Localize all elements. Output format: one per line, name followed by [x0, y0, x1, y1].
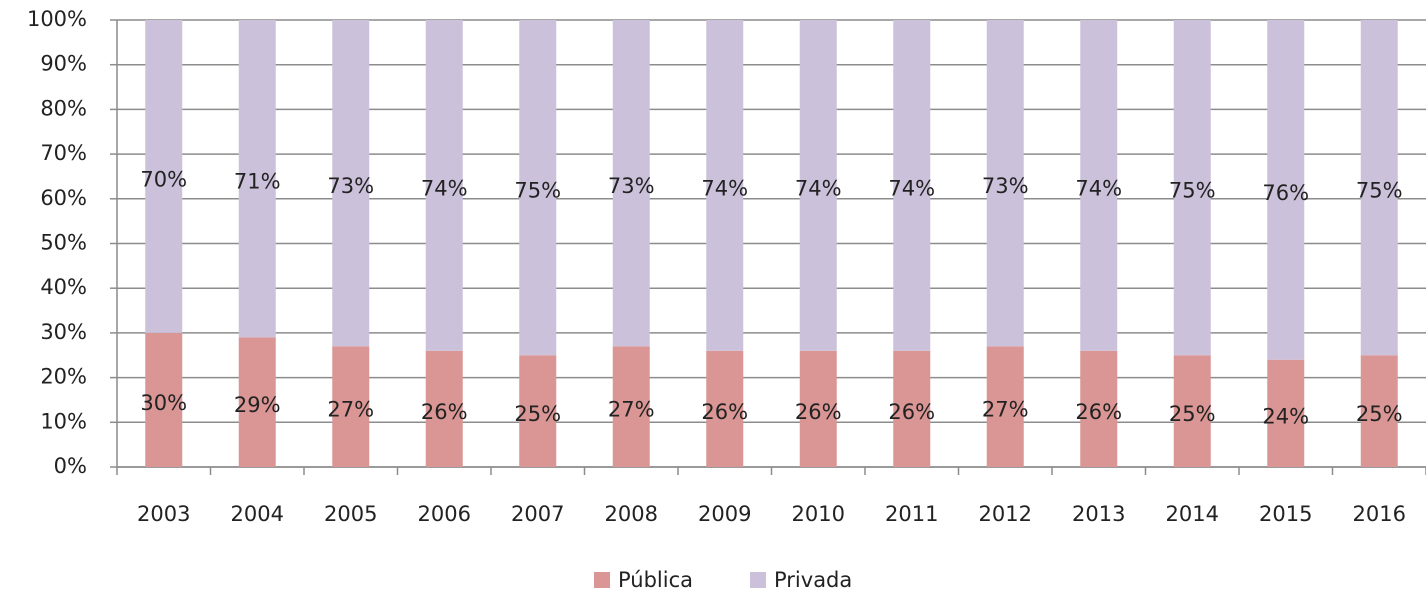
- data-label: 74%: [795, 176, 842, 200]
- bar-segment: [145, 332, 183, 467]
- data-label: 70%: [140, 167, 187, 191]
- y-tick-label: 80%: [40, 96, 87, 120]
- legend-label: Pública: [618, 568, 693, 592]
- bar-segment: [519, 20, 557, 356]
- data-label: 25%: [1356, 402, 1403, 426]
- data-label: 26%: [888, 400, 935, 424]
- x-tick-label: 2016: [1353, 502, 1406, 526]
- y-tick-label: 30%: [40, 320, 87, 344]
- x-tick-label: 2008: [605, 502, 658, 526]
- bar-segment: [893, 20, 931, 351]
- data-label: 75%: [1356, 179, 1403, 203]
- bar-segment: [238, 337, 276, 467]
- bar-segment: [612, 346, 650, 467]
- bar-segment: [1080, 20, 1118, 351]
- bar-segment: [1267, 359, 1305, 467]
- data-label: 73%: [608, 174, 655, 198]
- legend-swatch: [594, 572, 610, 588]
- bar-segment: [238, 20, 276, 338]
- bar-segment: [1173, 355, 1211, 467]
- bar-segment: [706, 20, 744, 351]
- y-tick-label: 20%: [40, 365, 87, 389]
- y-tick-label: 100%: [27, 7, 87, 31]
- y-tick-label: 40%: [40, 275, 87, 299]
- y-tick-label: 0%: [54, 454, 87, 478]
- y-tick-label: 90%: [40, 52, 87, 76]
- bar-segment: [1173, 20, 1211, 356]
- x-tick-label: 2003: [137, 502, 190, 526]
- y-tick-label: 60%: [40, 186, 87, 210]
- data-label: 25%: [1169, 402, 1216, 426]
- y-tick-label: 10%: [40, 409, 87, 433]
- bar-segment: [145, 20, 183, 333]
- data-label: 74%: [701, 176, 748, 200]
- bar-segment: [986, 346, 1024, 467]
- bar-segment: [706, 350, 744, 467]
- bar-segment: [612, 20, 650, 347]
- data-label: 25%: [514, 402, 561, 426]
- data-label: 29%: [234, 393, 281, 417]
- x-tick-label: 2006: [418, 502, 471, 526]
- bar-segment: [519, 355, 557, 467]
- bar-segment: [1360, 355, 1398, 467]
- x-tick-label: 2014: [1166, 502, 1219, 526]
- data-label: 24%: [1262, 404, 1309, 428]
- bar-segment: [799, 20, 837, 351]
- x-tick-label: 2015: [1259, 502, 1312, 526]
- bar-segment: [425, 20, 463, 351]
- data-label: 27%: [327, 398, 374, 422]
- data-label: 75%: [514, 179, 561, 203]
- bar-segment: [1267, 20, 1305, 360]
- y-tick-label: 50%: [40, 231, 87, 255]
- x-tick-label: 2007: [511, 502, 564, 526]
- bar-segment: [1080, 350, 1118, 467]
- x-tick-label: 2009: [698, 502, 751, 526]
- x-tick-label: 2011: [885, 502, 938, 526]
- data-label: 74%: [421, 176, 468, 200]
- data-label: 27%: [982, 398, 1029, 422]
- data-label: 75%: [1169, 179, 1216, 203]
- x-tick-label: 2012: [979, 502, 1032, 526]
- data-label: 73%: [327, 174, 374, 198]
- legend-swatch: [750, 572, 766, 588]
- data-label: 74%: [1075, 176, 1122, 200]
- bar-segment: [332, 346, 370, 467]
- data-label: 26%: [421, 400, 468, 424]
- x-tick-label: 2005: [324, 502, 377, 526]
- bar-segment: [425, 350, 463, 467]
- data-label: 71%: [234, 170, 281, 194]
- data-label: 26%: [1075, 400, 1122, 424]
- data-label: 73%: [982, 174, 1029, 198]
- x-tick-label: 2004: [231, 502, 284, 526]
- bar-segment: [893, 350, 931, 467]
- data-label: 30%: [140, 391, 187, 415]
- data-label: 26%: [701, 400, 748, 424]
- data-label: 76%: [1262, 181, 1309, 205]
- bar-segment: [799, 350, 837, 467]
- data-label: 27%: [608, 398, 655, 422]
- bar-segment: [332, 20, 370, 347]
- x-tick-label: 2013: [1072, 502, 1125, 526]
- data-label: 74%: [888, 176, 935, 200]
- y-tick-label: 70%: [40, 141, 87, 165]
- bar-segment: [986, 20, 1024, 347]
- legend-label: Privada: [774, 568, 852, 592]
- data-label: 26%: [795, 400, 842, 424]
- x-tick-label: 2010: [792, 502, 845, 526]
- bar-segment: [1360, 20, 1398, 356]
